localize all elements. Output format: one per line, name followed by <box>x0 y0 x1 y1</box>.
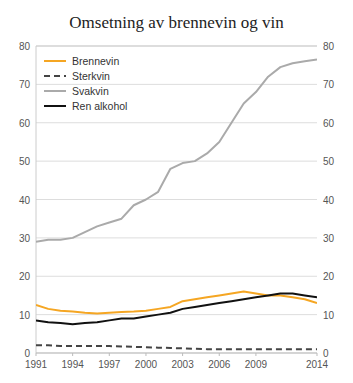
title: Omsetning av brennevin og vin <box>69 13 284 32</box>
y-tick-label: 30 <box>19 233 31 244</box>
legend-swatch <box>44 90 66 92</box>
legend-label: Ren alkohol <box>72 100 127 112</box>
grid-line <box>36 199 317 200</box>
x-tick-label: 2014 <box>306 359 329 370</box>
y2-tick-label: 60 <box>323 118 335 129</box>
y-tick-label: 40 <box>19 195 31 206</box>
y-tick-label: 10 <box>19 310 31 321</box>
lines <box>36 59 317 349</box>
legend-label: Svakvin <box>72 85 109 97</box>
grid <box>36 46 317 353</box>
grid-line <box>36 122 317 123</box>
grid-line <box>36 314 317 315</box>
x-tick-label: 1994 <box>62 359 85 370</box>
chart: Omsetning av brennevin og vin 0 10 20 30 40 50… <box>0 0 353 383</box>
x-tick-label: 2009 <box>245 359 268 370</box>
x-tick-label: 1997 <box>98 359 121 370</box>
grid-line <box>36 276 317 277</box>
y-tick-label: 80 <box>19 41 31 52</box>
y2-tick-label: 70 <box>323 79 335 90</box>
grid-line <box>36 353 317 354</box>
y2-tick-label: 50 <box>323 156 335 167</box>
y-tick-label: 50 <box>19 156 31 167</box>
x-tick-label: 2003 <box>171 359 194 370</box>
y2-tick-label: 20 <box>323 271 335 282</box>
legend-swatch <box>44 75 66 77</box>
grid-line <box>36 46 317 47</box>
background <box>0 0 353 383</box>
legend-swatch <box>44 60 66 62</box>
axis-top <box>36 46 317 47</box>
y2-tick-label: 0 <box>323 348 329 359</box>
grid-line <box>36 237 317 238</box>
y2-tick-label: 40 <box>323 195 335 206</box>
x-tick-label: 2006 <box>208 359 231 370</box>
axis-left <box>36 46 37 353</box>
axis-bottom <box>36 353 317 354</box>
y2-tick-label: 10 <box>323 310 335 321</box>
legend-label: Sterkvin <box>72 70 110 82</box>
y-tick-label: 60 <box>19 118 31 129</box>
legend-swatch <box>44 105 66 107</box>
y-tick-label: 70 <box>19 79 31 90</box>
y-tick-label: 20 <box>19 271 31 282</box>
legend-label: Brennevin <box>72 55 119 67</box>
x-tick-label: 1991 <box>25 359 48 370</box>
x-tick-label: 2000 <box>135 359 158 370</box>
series-line <box>36 345 317 349</box>
y-tick-label: 0 <box>24 348 30 359</box>
legend: Brennevin Sterkvin Svakvin Ren alkohol <box>44 55 127 112</box>
series-line <box>36 59 317 241</box>
grid-line <box>36 161 317 162</box>
y2-tick-label: 80 <box>323 41 335 52</box>
y2-tick-label: 30 <box>323 233 335 244</box>
series-line <box>36 294 317 325</box>
